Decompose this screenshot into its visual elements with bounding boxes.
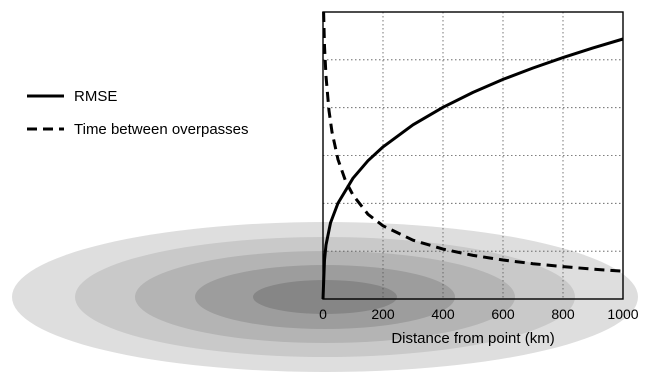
legend-label-rmse: RMSE [74,88,117,105]
x-tick-label: 600 [491,306,515,322]
plot-area: 0 200 400 600 800 1000 Distance from point (k… [319,11,639,347]
series-line-rmse [321,37,624,300]
ring-5 [253,280,397,314]
plot-frame [322,11,624,300]
x-tick-label: 1000 [607,306,638,322]
legend: RMSE Time between overpasses [27,88,249,138]
legend-label-time-between-overpasses: Time between overpasses [74,121,249,138]
x-axis-title: Distance from point (km) [391,330,554,347]
legend-item-time-between-overpasses: Time between overpasses [27,121,249,138]
series-line-time-between-overpasses [322,11,624,273]
x-tick-label: 400 [431,306,455,322]
legend-item-rmse: RMSE [27,88,117,105]
x-tick-label: 0 [319,306,327,322]
background-rings [12,222,638,372]
x-tick-labels: 0 200 400 600 800 1000 [319,306,639,322]
series-layer [321,11,624,300]
x-tick-label: 200 [371,306,395,322]
x-tick-label: 800 [551,306,575,322]
